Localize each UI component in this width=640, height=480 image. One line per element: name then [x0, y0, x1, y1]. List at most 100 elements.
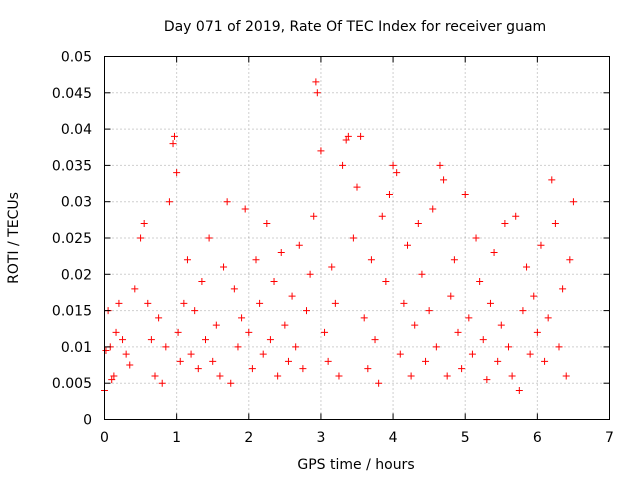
data-point — [443, 372, 451, 380]
data-point — [227, 379, 235, 387]
data-point — [183, 256, 191, 264]
grid-lines — [104, 56, 610, 420]
y-tick-label: 0.015 — [52, 304, 92, 320]
data-point — [137, 234, 145, 242]
data-point — [288, 292, 296, 300]
data-point — [519, 307, 527, 315]
data-point — [191, 307, 199, 315]
data-point — [176, 357, 184, 365]
data-point — [490, 249, 498, 257]
data-point — [266, 336, 274, 344]
data-point — [429, 205, 437, 213]
data-point — [312, 78, 320, 86]
data-point — [411, 321, 419, 329]
data-point — [274, 372, 282, 380]
data-point — [339, 161, 347, 169]
data-point — [559, 285, 567, 293]
x-tick-label: 0 — [100, 430, 109, 446]
data-point — [102, 347, 110, 355]
data-point — [422, 357, 430, 365]
data-point — [212, 321, 220, 329]
data-point — [241, 205, 249, 213]
data-point — [284, 357, 292, 365]
data-point — [454, 328, 462, 336]
data-point — [407, 372, 415, 380]
data-point — [205, 234, 213, 242]
data-point — [450, 256, 458, 264]
x-axis-ticks: 0 1 2 3 4 5 6 7 — [100, 56, 614, 446]
data-point — [317, 147, 325, 155]
data-point — [313, 89, 321, 97]
x-axis-label: GPS time / hours — [297, 457, 414, 473]
data-point — [508, 372, 516, 380]
data-point — [533, 328, 541, 336]
data-point — [342, 136, 350, 144]
data-point — [400, 299, 408, 307]
x-tick-label: 5 — [461, 430, 470, 446]
data-point — [465, 314, 473, 322]
y-tick-label: 0.005 — [52, 376, 92, 392]
data-point — [108, 376, 116, 384]
data-point — [299, 365, 307, 373]
data-point — [494, 357, 502, 365]
data-point — [364, 365, 372, 373]
data-point — [324, 357, 332, 365]
data-point — [483, 376, 491, 384]
y-tick-label: 0.035 — [52, 158, 92, 174]
data-point — [144, 299, 152, 307]
data-point — [202, 336, 209, 344]
x-tick-label: 3 — [316, 430, 325, 446]
data-point — [541, 357, 549, 365]
data-point — [414, 219, 422, 227]
data-point — [198, 278, 206, 286]
y-axis-ticks: 0 0.005 0.01 0.015 0.02 0.025 0.03 0.035 0.04 0.0… — [52, 50, 610, 429]
data-point — [119, 336, 127, 344]
data-point — [537, 241, 545, 249]
data-point — [306, 270, 314, 278]
data-point — [344, 132, 352, 140]
data-point — [131, 285, 139, 293]
data-point — [115, 299, 123, 307]
data-point — [216, 372, 224, 380]
data-point — [523, 263, 531, 271]
data-point — [447, 292, 455, 300]
data-point — [295, 241, 303, 249]
x-tick-label: 2 — [244, 430, 253, 446]
data-point — [174, 328, 182, 336]
data-point — [303, 307, 310, 315]
data-point — [569, 198, 577, 206]
data-point — [385, 190, 393, 198]
data-point — [515, 386, 523, 394]
data-point — [252, 256, 260, 264]
data-point — [404, 241, 411, 249]
data-point — [551, 219, 559, 227]
data-point — [292, 343, 300, 351]
data-point — [234, 343, 242, 351]
data-point — [151, 372, 159, 380]
data-point — [562, 372, 570, 380]
data-point — [270, 278, 278, 286]
data-point — [476, 278, 484, 286]
data-point — [173, 169, 181, 177]
data-point — [220, 263, 228, 271]
data-point — [155, 314, 163, 322]
data-point — [512, 212, 520, 220]
data-point — [162, 343, 170, 351]
data-point — [505, 343, 512, 351]
data-point — [321, 328, 329, 336]
data-point — [170, 132, 178, 140]
data-point — [248, 365, 256, 373]
data-point — [194, 365, 202, 373]
plot-frame — [104, 56, 610, 420]
data-point — [147, 336, 155, 344]
data-point — [277, 249, 285, 257]
data-point — [436, 161, 444, 169]
y-tick-label: 0.045 — [52, 86, 92, 102]
y-tick-label: 0 — [83, 413, 92, 429]
data-point — [461, 190, 469, 198]
data-point — [468, 350, 476, 358]
data-point — [349, 234, 357, 242]
data-point — [245, 328, 253, 336]
y-tick-label: 0.02 — [61, 267, 92, 283]
